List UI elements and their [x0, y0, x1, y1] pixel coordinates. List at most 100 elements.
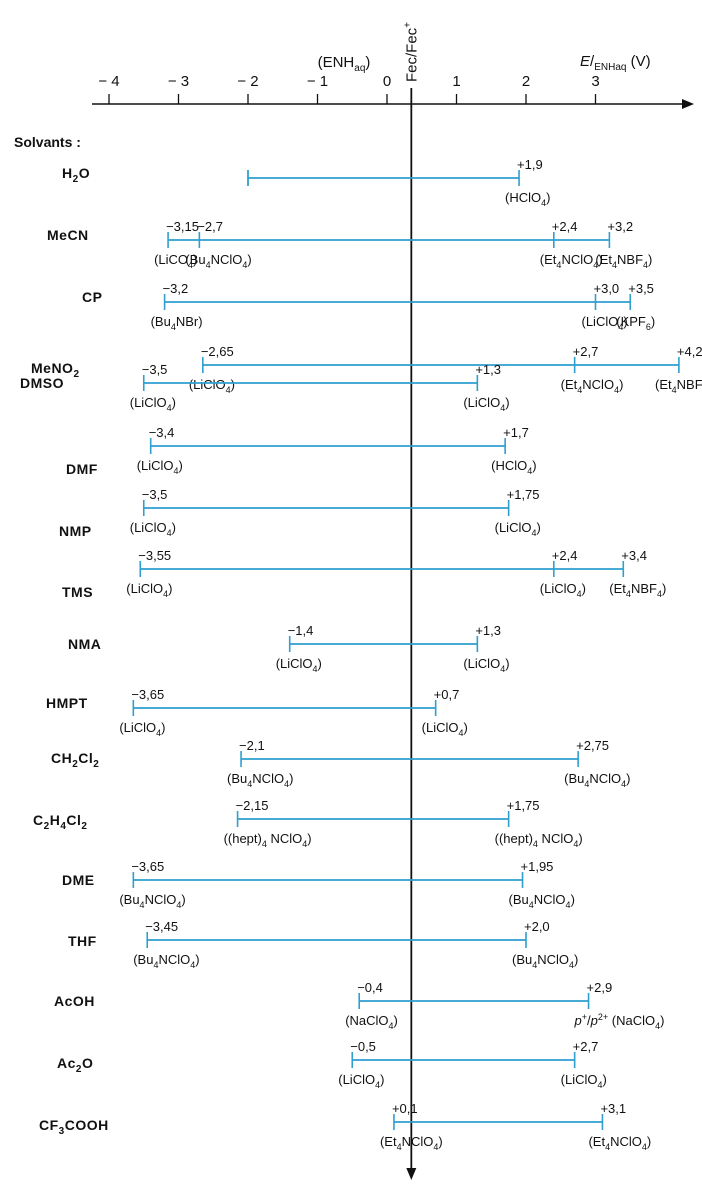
electrolyte-label: (Bu4NClO4) — [133, 952, 199, 970]
electrolyte-label: (LiClO4) — [189, 377, 235, 395]
electrolyte-label: (Bu4NClO4) — [512, 952, 578, 970]
electrolyte-label: (Et4NClO4) — [380, 1134, 443, 1152]
solvent-label: H2O — [62, 165, 90, 185]
solvent-label: DMSO — [20, 375, 64, 391]
limit-value-label: −3,4 — [149, 425, 175, 440]
x-tick-label: 2 — [522, 73, 530, 90]
limit-value-label: +3,2 — [607, 219, 633, 234]
limit-value-label: −1,4 — [288, 623, 314, 638]
limit-value-label: −3,55 — [138, 548, 171, 563]
limit-value-label: +0,1 — [392, 1101, 418, 1116]
x-tick-label: 0 — [383, 73, 391, 90]
limit-value-label: +3,1 — [600, 1101, 626, 1116]
limit-value-label: −3,65 — [131, 859, 164, 874]
electrolyte-label: (LiClO4) — [137, 458, 183, 476]
solvent-label: MeCN — [47, 227, 89, 243]
electrolyte-label: (LiClO4) — [119, 720, 165, 738]
limit-value-label: +1,75 — [507, 798, 540, 813]
solvent-row: HMPT −3,65 (LiClO4) +0,7 (LiClO4) — [46, 687, 468, 738]
x-tick-label: − 3 — [168, 73, 189, 90]
electrolyte-label: (Et4NClO4) — [561, 377, 624, 395]
ferrocene-label: Fec/Fec+ — [402, 22, 420, 82]
electrolyte-label: (LiClO4) — [130, 395, 176, 413]
solvent-label: HMPT — [46, 695, 88, 711]
solvent-label: C2H4Cl2 — [33, 812, 87, 832]
limit-value-label: +1,3 — [475, 623, 501, 638]
electrolyte-label: (LiClO4) — [495, 520, 541, 538]
solvent-label: CH2Cl2 — [51, 750, 99, 770]
electrolyte-label: (KPF6) — [616, 314, 655, 332]
limit-value-label: +1,9 — [517, 157, 543, 172]
solvent-row: DMSO −3,5 (LiClO4) +1,3 (LiClO4) — [20, 362, 510, 413]
limit-value-label: −3,5 — [142, 362, 168, 377]
electrolyte-label: (Et4NClO4) — [588, 1134, 651, 1152]
solvent-row: DMF −3,4 (LiClO4) +1,7 (HClO4) — [66, 425, 537, 477]
electrolyte-label: ((hept)4 NClO4) — [495, 831, 583, 849]
limit-value-label: −2,7 — [197, 219, 223, 234]
electrolyte-label: (HClO4) — [491, 458, 536, 476]
electrolyte-label: (NaClO4) — [345, 1013, 398, 1031]
limit-value-label: −3,5 — [142, 487, 168, 502]
limit-value-label: +2,75 — [576, 738, 609, 753]
limit-value-label: +2,4 — [552, 219, 578, 234]
solvent-row: H2O +1,9 (HClO4) — [62, 157, 551, 208]
limit-value-label: −3,2 — [163, 281, 189, 296]
limit-value-label: −2,65 — [201, 344, 234, 359]
limit-value-label: +1,75 — [507, 487, 540, 502]
reference-label: (ENHaq) — [318, 54, 371, 74]
limit-value-label: +3,0 — [594, 281, 620, 296]
limit-value-label: +2,4 — [552, 548, 578, 563]
limit-value-label: −0,4 — [357, 980, 383, 995]
limit-value-label: +0,7 — [434, 687, 460, 702]
electrolyte-label: (LiClO4) — [422, 720, 468, 738]
solvent-row: DME −3,65 (Bu4NClO4) +1,95 (Bu4NClO4) — [62, 859, 575, 910]
x-tick-label: 1 — [452, 73, 460, 90]
electrolyte-label: (Bu4NClO4) — [119, 892, 185, 910]
solvent-row: Ac2O −0,5 (LiClO4) +2,7 (LiClO4) — [57, 1039, 607, 1090]
electrolyte-label: (LiClO4) — [561, 1072, 607, 1090]
x-tick-label: − 1 — [307, 73, 328, 90]
solvent-row: CH2Cl2 −2,1 (Bu4NClO4) +2,75 (Bu4NClO4) — [51, 738, 631, 789]
electrolyte-label: (LiClO4) — [463, 656, 509, 674]
electrolyte-label: (LiClO4) — [582, 314, 628, 332]
limit-value-label: +2,7 — [573, 344, 599, 359]
electrolyte-label: (Bu4NClO4) — [227, 771, 293, 789]
solvent-row: THF −3,45 (Bu4NClO4) +2,0 (Bu4NClO4) — [68, 919, 578, 970]
limit-value-label: +4,2 — [677, 344, 702, 359]
electrolyte-label: (LiCO4) — [154, 252, 197, 270]
electrolyte-label: p+/p2+ (NaClO4) — [574, 1012, 665, 1031]
limit-value-label: −0,5 — [350, 1039, 376, 1054]
solvent-label: CF3COOH — [39, 1117, 109, 1137]
limit-value-label: +2,0 — [524, 919, 550, 934]
solvents-header: Solvants : — [14, 134, 81, 150]
solvent-label: MeNO2 — [31, 360, 80, 380]
electrolyte-label: (LiClO4) — [463, 395, 509, 413]
electrolyte-label: (LiClO4) — [130, 520, 176, 538]
limit-value-label: +3,4 — [621, 548, 647, 563]
solvent-row: MeNO2 −2,65 (LiClO4) +2,7 (Et4NClO4) +4,2 (Et4… — [31, 344, 702, 395]
solvent-row: NMA −1,4 (LiClO4) +1,3 (LiClO4) — [68, 623, 510, 674]
electrolyte-label: (Et4NBF4) — [655, 377, 702, 395]
solvent-label: NMP — [59, 523, 92, 539]
solvent-row: TMS −3,55 (LiClO4) +2,4 (LiClO4) +3,4 (Et4NBF4… — [62, 548, 666, 600]
solvent-label: DME — [62, 872, 95, 888]
electrolyte-label: (Et4NBF4) — [595, 252, 652, 270]
electrolyte-label: (Bu4NClO4) — [564, 771, 630, 789]
electrolyte-label: ((hept)4 NClO4) — [224, 831, 312, 849]
x-axis: − 4 − 3 − 2 − 1 0 1 2 3E/ENHaq (V) (ENHaq) Fec/Fe… — [92, 22, 694, 1180]
electrolyte-label: (Bu4NClO4) — [509, 892, 575, 910]
solvent-row: CP −3,2 (Bu4NBr) +3,0 (LiClO4) +3,5 (KPF6) — [82, 281, 655, 332]
electrolyte-label: (Bu4NClO4) — [185, 252, 251, 270]
electrolyte-label: (LiClO4) — [540, 581, 586, 599]
solvent-row: MeCN −3,15 (LiCO4) −2,7 (Bu4NClO4) +2,4 (Et4NC… — [47, 219, 652, 270]
limit-value-label: −3,45 — [145, 919, 178, 934]
x-tick-label: 3 — [591, 73, 599, 90]
electrolyte-label: (Et4NBF4) — [609, 581, 666, 599]
solvent-row: AcOH −0,4 (NaClO4) +2,9 p+/p2+ (NaClO4) — [54, 980, 664, 1031]
limit-value-label: +2,9 — [587, 980, 613, 995]
electrolyte-label: (Bu4NBr) — [151, 314, 203, 332]
limit-value-label: +1,3 — [475, 362, 501, 377]
x-axis-label: E/ENHaq (V) — [580, 53, 651, 73]
limit-value-label: +1,7 — [503, 425, 529, 440]
